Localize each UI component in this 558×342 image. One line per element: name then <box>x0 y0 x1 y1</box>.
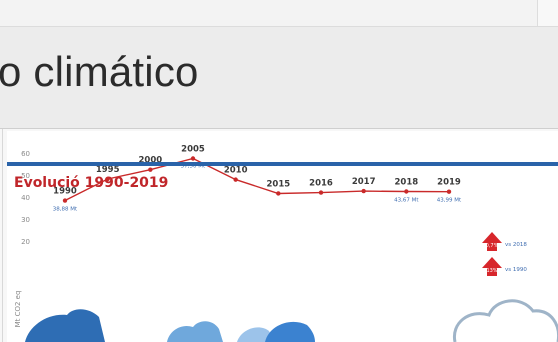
cloud-outline <box>452 299 558 342</box>
callouts: 0,7% vs 2018 13% vs 1990 <box>482 232 527 276</box>
data-point <box>148 167 153 172</box>
chart-title: Evolució 1990-2019 <box>14 175 168 191</box>
callout-arrow <box>482 257 502 276</box>
year-label: 1995 <box>96 165 120 175</box>
callout-value: 0,7% <box>486 243 499 249</box>
point-value-label: 38,88 Mt <box>53 207 78 213</box>
callout-text: vs 2018 <box>505 242 527 248</box>
y-tick-label: 60 <box>21 150 30 158</box>
top-toolbar <box>0 0 558 27</box>
y-tick-label: 30 <box>21 216 30 224</box>
year-label: 2000 <box>138 156 162 166</box>
toolbar-corner <box>537 0 558 26</box>
data-point <box>404 189 409 194</box>
cloud-dark <box>25 309 105 342</box>
point-value-label: 57,50 Mt <box>181 164 206 170</box>
y-tick-label: 20 <box>21 238 30 246</box>
frame-edge <box>2 129 3 342</box>
year-label: 2018 <box>394 178 418 188</box>
callout-value: 13% <box>486 268 497 274</box>
y-tick-label: 50 <box>21 172 30 180</box>
page-title: o climático <box>0 48 199 95</box>
point-labels: 38,88 Mt 57,50 Mt 43,67 Mt 43,99 Mt <box>53 164 462 213</box>
y-axis-label: Mt CO2 eq <box>14 291 22 328</box>
infographic-image: Evolució 1990-2019 Mt CO2 eq 60 50 40 30 20 … <box>7 131 558 342</box>
data-point <box>446 189 452 194</box>
year-label: 2005 <box>181 145 205 155</box>
data-point <box>62 198 68 203</box>
callout-text: vs 1990 <box>505 267 527 273</box>
year-label: 2016 <box>309 179 333 189</box>
series-line <box>64 157 450 202</box>
clouds-illustration <box>25 299 558 342</box>
cloud-light-2 <box>237 327 275 342</box>
y-ticks: 60 50 40 30 20 <box>21 150 30 246</box>
x-tick-labels: 1990 1995 2000 2005 2010 2015 2016 2017 2018 2019 <box>53 145 461 197</box>
cloud-dark-2 <box>265 321 315 342</box>
callout-arrow <box>482 232 502 251</box>
point-value-label: 43,67 Mt <box>394 198 419 204</box>
y-tick-label: 40 <box>21 194 30 202</box>
data-point <box>190 156 196 161</box>
year-label: 2015 <box>266 179 290 189</box>
data-points <box>62 156 452 203</box>
cloud-light <box>167 321 223 342</box>
year-label: 2017 <box>352 177 376 187</box>
year-label: 1990 <box>53 187 77 197</box>
data-point <box>318 190 324 195</box>
header-accent-bar <box>7 162 558 166</box>
data-point <box>105 176 110 182</box>
data-point <box>233 177 238 182</box>
point-value-label: 43,99 Mt <box>437 198 462 204</box>
data-point <box>276 191 281 196</box>
emissions-chart: Evolució 1990-2019 Mt CO2 eq 6050403020 … <box>14 145 558 342</box>
data-point <box>361 188 366 194</box>
divider <box>0 128 558 129</box>
title-area <box>0 27 558 127</box>
year-label: 2019 <box>437 178 461 188</box>
year-label: 2010 <box>224 166 248 176</box>
